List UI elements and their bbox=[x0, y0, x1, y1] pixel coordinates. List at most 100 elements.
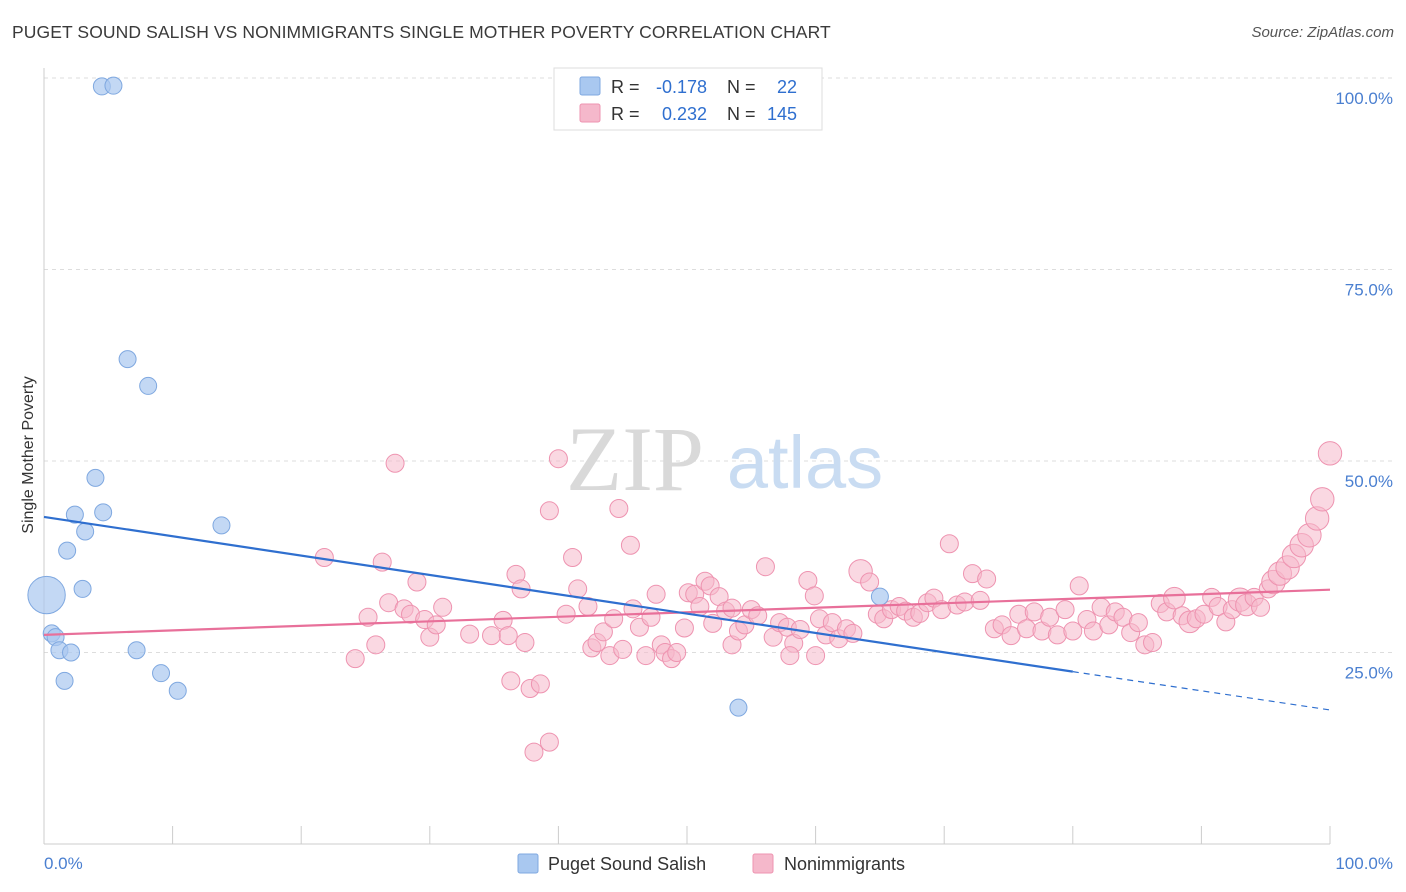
nonimmigrants-point-49 bbox=[674, 618, 694, 638]
nonimmigrants-point-105 bbox=[1069, 576, 1089, 596]
nonimmigrants-point-140 bbox=[1317, 441, 1343, 466]
nonimmigrants-point-36 bbox=[604, 609, 624, 629]
axis-layer bbox=[43, 68, 1331, 845]
puget-sound-salish-point-5 bbox=[58, 541, 77, 560]
nonimmigrants-point-29 bbox=[563, 548, 583, 568]
legend-n-label-1: N = bbox=[727, 77, 756, 97]
watermark: ZIP atlas bbox=[566, 408, 883, 510]
puget-sound-salish-point-21 bbox=[870, 587, 889, 606]
nonimmigrants-point-93 bbox=[977, 569, 997, 589]
legend-r-label-2: R = bbox=[611, 104, 640, 124]
puget-sound-salish-point-12 bbox=[94, 503, 113, 522]
nonimmigrants-point-62 bbox=[755, 557, 775, 577]
nonimmigrants-point-69 bbox=[804, 586, 824, 606]
nonimmigrants-point-39 bbox=[620, 535, 640, 555]
nonimmigrants-point-104 bbox=[1063, 621, 1083, 641]
nonimmigrants-point-130 bbox=[1251, 597, 1271, 617]
puget-sound-salish-point-15 bbox=[118, 350, 137, 369]
nonimmigrants-point-44 bbox=[646, 584, 666, 604]
watermark-zip: ZIP bbox=[566, 408, 704, 510]
puget-sound-salish-point-18 bbox=[168, 681, 187, 700]
nonimmigrants-point-25 bbox=[539, 501, 559, 521]
puget-sound-salish-point-17 bbox=[152, 664, 171, 683]
nonimmigrants-point-103 bbox=[1055, 600, 1075, 620]
nonimmigrants-point-17 bbox=[498, 626, 518, 646]
y-tick-label-1: 50.0% bbox=[1345, 472, 1393, 491]
puget-sound-salish-point-10 bbox=[86, 468, 105, 487]
puget-sound-salish-point-13 bbox=[104, 76, 123, 95]
y-tick-label-2: 75.0% bbox=[1345, 281, 1393, 300]
puget-sound-salish-trend-extension bbox=[1072, 671, 1331, 711]
y-tick-label-3: 100.0% bbox=[1335, 89, 1393, 108]
nonimmigrants-point-2 bbox=[358, 607, 378, 627]
nonimmigrants-point-48 bbox=[667, 643, 687, 662]
nonimmigrants-point-21 bbox=[515, 633, 535, 653]
nonimmigrants-point-37 bbox=[609, 498, 629, 518]
watermark-atlas: atlas bbox=[727, 421, 883, 504]
legend-n-value-2: 145 bbox=[767, 104, 797, 124]
y-axis-label: Single Mother Poverty bbox=[20, 376, 37, 533]
nonimmigrants-point-115 bbox=[1143, 633, 1163, 653]
puget-sound-salish-point-19 bbox=[212, 516, 231, 535]
nonimmigrants-point-92 bbox=[970, 590, 990, 610]
nonimmigrants-point-28 bbox=[556, 604, 576, 624]
legend-r-value-1: -0.178 bbox=[656, 77, 707, 97]
puget-sound-salish-point-8 bbox=[73, 579, 92, 598]
y-tick-label-0: 25.0% bbox=[1345, 664, 1393, 683]
nonimmigrants-point-26 bbox=[539, 732, 559, 752]
legend-r-label-1: R = bbox=[611, 77, 640, 97]
legend-box: R = -0.178 N = 22 R = 0.232 N = 145 bbox=[553, 67, 823, 131]
nonimmigrants-point-3 bbox=[366, 635, 386, 655]
legend-swatch-pink bbox=[579, 103, 601, 123]
puget-sound-salish-point-20 bbox=[729, 698, 748, 717]
nonimmigrants-point-113 bbox=[1128, 613, 1148, 633]
nonimmigrants-point-42 bbox=[636, 646, 656, 666]
legend-n-value-1: 22 bbox=[777, 77, 797, 97]
puget-sound-salish-point-6 bbox=[62, 643, 81, 662]
nonimmigrants-point-38 bbox=[613, 639, 633, 659]
puget-sound-salish-point-4 bbox=[55, 671, 74, 690]
nonimmigrants-point-77 bbox=[860, 572, 880, 592]
nonimmigrants-point-141 bbox=[722, 598, 742, 618]
trend-lines bbox=[43, 515, 1331, 711]
bottom-legend-label-blue: Puget Sound Salish bbox=[548, 854, 706, 874]
nonimmigrants-point-9 bbox=[407, 572, 427, 592]
nonimmigrants-point-6 bbox=[385, 453, 405, 473]
nonimmigrants-point-15 bbox=[482, 626, 502, 646]
bottom-legend-swatch-pink bbox=[752, 853, 774, 874]
nonimmigrants-point-23 bbox=[524, 742, 544, 762]
puget-sound-salish-point-16 bbox=[139, 376, 158, 395]
legend-r-value-2: 0.232 bbox=[662, 104, 707, 124]
x-tick-label-max: 100.0% bbox=[1335, 854, 1393, 873]
nonimmigrants-point-139 bbox=[1310, 487, 1335, 512]
bottom-legend: Puget Sound Salish Nonimmigrants bbox=[517, 853, 905, 874]
nonimmigrants-point-18 bbox=[501, 671, 521, 691]
nonimmigrants-point-13 bbox=[433, 597, 453, 617]
nonimmigrants-point-101 bbox=[1040, 607, 1060, 627]
nonimmigrants-point-27 bbox=[548, 449, 568, 469]
puget-sound-salish-trend-line bbox=[43, 515, 1073, 673]
legend-n-label-2: N = bbox=[727, 104, 756, 124]
puget-sound-salish-point-0 bbox=[27, 575, 66, 615]
nonimmigrants-trend-line bbox=[43, 588, 1331, 636]
nonimmigrants-point-88 bbox=[939, 534, 959, 554]
nonimmigrants-point-34 bbox=[593, 622, 613, 642]
nonimmigrants-point-14 bbox=[460, 624, 480, 644]
x-tick-label-min: 0.0% bbox=[44, 854, 83, 873]
nonimmigrants-point-1 bbox=[345, 649, 365, 669]
bottom-legend-swatch-blue bbox=[517, 853, 539, 874]
nonimmigrants-point-24 bbox=[530, 674, 550, 694]
nonimmigrants-point-144 bbox=[780, 646, 800, 666]
grid-layer bbox=[44, 77, 1393, 653]
puget-sound-salish-point-9 bbox=[76, 522, 95, 541]
bottom-legend-label-pink: Nonimmigrants bbox=[784, 854, 905, 874]
puget-sound-salish-point-14 bbox=[127, 641, 146, 660]
nonimmigrants-point-118 bbox=[1163, 586, 1186, 610]
puget-sound-salish-point-7 bbox=[65, 505, 84, 524]
nonimmigrants-point-43 bbox=[641, 607, 661, 627]
nonimmigrants-point-12 bbox=[426, 615, 446, 635]
chart-title: PUGET SOUND SALISH VS NONIMMIGRANTS SING… bbox=[12, 22, 831, 42]
tick-labels: 25.0% 50.0% 75.0% 100.0% bbox=[1335, 89, 1393, 683]
nonimmigrants-point-143 bbox=[806, 646, 826, 666]
